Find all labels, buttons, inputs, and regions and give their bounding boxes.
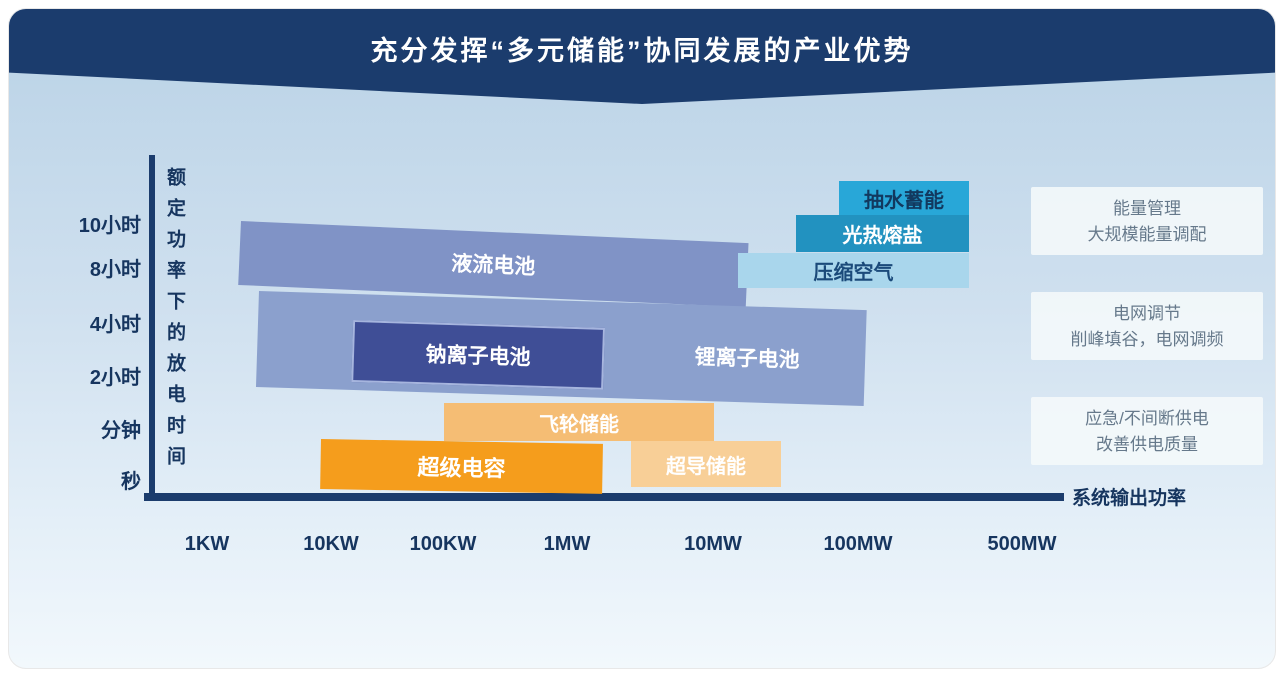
- x-axis: [144, 493, 1064, 501]
- y-tick-seconds: 秒: [121, 471, 141, 493]
- x-tick-10mw: 10MW: [684, 533, 742, 555]
- annotation-line: 大规模能量调配: [1087, 225, 1207, 244]
- annotation-line: 削峰填谷，电网调频: [1070, 330, 1224, 349]
- sodium-ion-box: 钠离子电池: [351, 319, 606, 390]
- x-tick-10kw: 10KW: [303, 533, 359, 555]
- x-tick-1mw: 1MW: [543, 533, 591, 555]
- annotation-grid-regulation: 电网调节 削峰填谷，电网调频: [1031, 292, 1263, 360]
- y-tick-2h: 2小时: [89, 367, 141, 389]
- annotation-line: 改善供电质量: [1096, 435, 1198, 454]
- sodium-ion-label: 钠离子电池: [425, 343, 531, 370]
- chart-area: 额定功率下的放电时间 系统输出功率 10小时 8小时 4小时 2小时 分钟 秒 …: [9, 9, 1275, 668]
- x-tick-1kw: 1KW: [184, 533, 230, 555]
- superconducting-box: 超导储能: [631, 441, 781, 487]
- annotation-emergency-power: 应急/不间断供电 改善供电质量: [1031, 397, 1263, 465]
- molten-salt-label: 光热熔盐: [842, 225, 923, 247]
- compressed-air-box: 压缩空气: [738, 253, 969, 288]
- chart-title: 充分发挥“多元储能”协同发展的产业优势: [370, 36, 914, 66]
- pumped-hydro-box: 抽水蓄能: [839, 181, 969, 215]
- superconducting-label: 超导储能: [666, 455, 746, 478]
- pumped-hydro-label: 抽水蓄能: [864, 189, 944, 212]
- infographic-card: 充分发挥“多元储能”协同发展的产业优势 额定功率下的放电时间 系统输出功率 10…: [8, 8, 1276, 669]
- compressed-air-label: 压缩空气: [813, 262, 894, 284]
- y-tick-4h: 4小时: [89, 314, 141, 336]
- y-tick-10h: 10小时: [78, 215, 141, 237]
- molten-salt-box: 光热熔盐: [796, 215, 969, 252]
- flow-battery-label: 液流电池: [450, 252, 536, 279]
- y-axis: [149, 155, 155, 501]
- x-tick-100mw: 100MW: [823, 533, 893, 555]
- flywheel-bar: 飞轮储能: [444, 403, 714, 441]
- annotation-energy-management: 能量管理 大规模能量调配: [1031, 187, 1263, 255]
- y-tick-8h: 8小时: [89, 259, 141, 281]
- x-axis-label: 系统输出功率: [1072, 488, 1187, 509]
- supercapacitor-bar: 超级电容: [320, 439, 603, 494]
- annotation-line: 能量管理: [1113, 199, 1181, 218]
- supercapacitor-label: 超级电容: [417, 454, 506, 482]
- flywheel-label: 飞轮储能: [539, 413, 619, 436]
- battery-band-bar: 钠离子电池 锂离子电池: [255, 291, 867, 407]
- y-axis-label: 额定功率下的放电时间: [164, 167, 185, 477]
- lithium-ion-label: 锂离子电池: [694, 345, 800, 373]
- y-tick-minutes: 分钟: [101, 420, 141, 442]
- annotation-line: 应急/不间断供电: [1085, 409, 1209, 428]
- annotation-line: 电网调节: [1113, 304, 1181, 323]
- x-tick-100kw: 100KW: [409, 533, 477, 555]
- x-tick-500mw: 500MW: [987, 533, 1057, 555]
